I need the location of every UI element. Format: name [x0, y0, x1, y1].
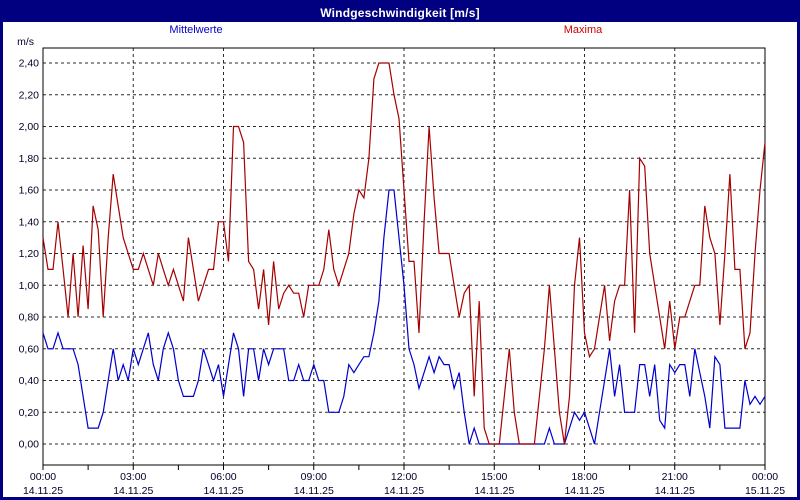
- legend-mean-label: Mittelwerte: [169, 24, 223, 36]
- y-axis-tick-label: 0,60: [19, 343, 40, 355]
- y-axis-tick-label: 2,20: [19, 89, 40, 101]
- x-axis-date-label: 14.11.25: [564, 485, 604, 497]
- x-axis-date-label: 14.11.25: [294, 485, 334, 497]
- y-axis-tick-label: 0,20: [19, 407, 40, 419]
- max-series-line: [42, 62, 766, 445]
- x-axis-time-label: 18:00: [571, 471, 597, 483]
- window-titlebar: Windgeschwindigkeit [m/s]: [3, 3, 797, 22]
- x-axis-date-label: 14.11.25: [203, 485, 243, 497]
- y-axis-tick-label: 0,00: [19, 439, 40, 451]
- x-axis-time-label: 21:00: [662, 471, 688, 483]
- x-axis-time-label: 09:00: [301, 471, 327, 483]
- x-axis-date-label: 14.11.25: [655, 485, 695, 497]
- x-axis-time-label: 00:00: [30, 471, 56, 483]
- y-axis-unit-label: m/s: [17, 36, 34, 48]
- x-axis-date-label: 14.11.25: [474, 485, 514, 497]
- x-axis-date-label: 14.11.25: [23, 485, 63, 497]
- x-axis-time-label: 03:00: [120, 471, 146, 483]
- y-axis-tick-label: 0,80: [19, 312, 40, 324]
- wind-speed-chart: 0,00 0,20 0,40 0,60 0,80 1,00 1,20 1,40 1,60 1,80…: [19, 47, 785, 497]
- x-axis-time-label: 06:00: [210, 471, 236, 483]
- x-axis-time-label: 00:00: [752, 471, 778, 483]
- y-axis-tick-label: 0,40: [19, 375, 40, 387]
- x-axis-time-label: 12:00: [391, 471, 417, 483]
- y-axis-tick-label: 2,00: [19, 121, 40, 133]
- y-axis-tick-label: 1,60: [19, 185, 40, 197]
- y-axis-tick-label: 1,20: [19, 248, 40, 260]
- x-axis-time-label: 15:00: [481, 471, 507, 483]
- mean-series-line: [42, 189, 766, 445]
- x-axis-date-label: 15.11.25: [745, 485, 785, 497]
- legend-max-label: Maxima: [563, 24, 603, 36]
- y-axis-tick-label: 2,40: [19, 58, 40, 70]
- x-axis-date-label: 14.11.25: [113, 485, 153, 497]
- y-axis-tick-label: 1,80: [19, 153, 40, 165]
- y-axis-tick-label: 1,00: [19, 280, 40, 292]
- x-axis-date-label: 14.11.25: [384, 485, 424, 497]
- y-axis-tick-label: 1,40: [19, 216, 40, 228]
- window-title: Windgeschwindigkeit [m/s]: [320, 5, 480, 20]
